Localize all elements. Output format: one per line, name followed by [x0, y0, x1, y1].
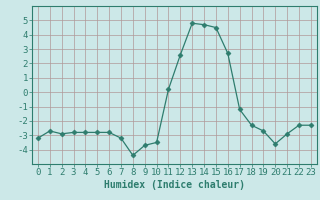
X-axis label: Humidex (Indice chaleur): Humidex (Indice chaleur): [104, 180, 245, 190]
